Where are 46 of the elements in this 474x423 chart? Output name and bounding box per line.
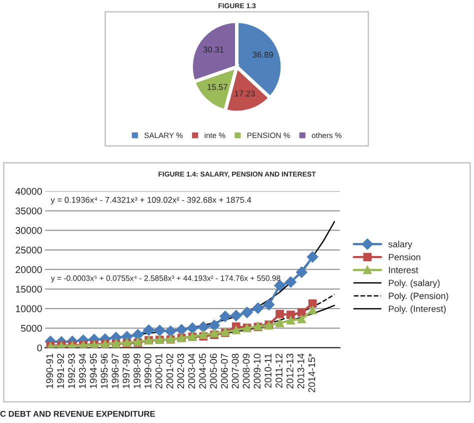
y-tick-label: 35000 [16, 207, 42, 214]
x-tick-label: 2008-09 [242, 354, 250, 388]
y-tick-label: 0 [37, 344, 42, 352]
data-label: 30.31 [203, 46, 224, 53]
x-tick-label: 2005-06 [210, 354, 217, 388]
x-tick-label: 1992-93 [68, 354, 75, 388]
x-tick-label: 2001-02 [166, 354, 174, 388]
x-tick-label: 2009-10 [254, 354, 261, 388]
x-tick-label: 1993-94 [78, 354, 86, 388]
x-tick-label: 2000-01 [155, 354, 162, 388]
x-tick-label: 1999-00 [144, 354, 152, 388]
y-tick-label: 5000 [21, 324, 42, 332]
x-tick-label: 2007-08 [232, 354, 239, 388]
x-tick-label: 2004-05 [199, 354, 206, 388]
x-tick-label: 2014-15* [308, 353, 316, 392]
y-tick-label: 40000 [15, 188, 42, 195]
x-tick-label: 2003-04 [188, 354, 196, 388]
y-tick-label: 30000 [16, 227, 42, 234]
legend-label: Interest [389, 266, 418, 274]
x-tick-label: 2012-13 [286, 354, 294, 388]
y-tick-label: 20000 [16, 266, 42, 274]
y-tick-label: 15000 [16, 286, 42, 293]
x-tick-label: 2013-14 [297, 354, 304, 388]
x-tick-label: 2006-07 [220, 354, 228, 388]
y-tick-label: 10000 [16, 305, 42, 312]
x-tick-label: 1995-96 [100, 354, 108, 388]
text: C DEBT AND REVENUE EXPENDITURE [0, 410, 155, 417]
y-tick-label: 25000 [16, 246, 42, 254]
x-tick-label: 2011-12 [276, 354, 282, 388]
x-tick-label: 1991-92 [57, 354, 64, 388]
x-tick-label: 1994-95 [90, 354, 97, 388]
x-tick-label: 2010-11 [264, 354, 272, 388]
legend-label: Poly. (salary) [388, 280, 440, 288]
x-tick-label: 2002-03 [177, 354, 184, 388]
data-label: 36.89 [252, 52, 273, 58]
data-label: 17.23 [234, 90, 255, 96]
legend-label: Poly. (Pension) [388, 292, 448, 301]
legend-label: Pension [388, 254, 420, 260]
legend-label: salary [388, 240, 412, 250]
data-label: 15.57 [208, 84, 228, 90]
x-tick-label: 1996-97 [112, 354, 119, 388]
x-tick-label: 1998-99 [134, 354, 140, 388]
annotation: y = 0.1936x⁴ - 7.4321x³ + 109.02x² - 392.68x + 1875.4 [50, 196, 252, 204]
legend-label: Poly. (Interest) [388, 305, 446, 314]
x-tick-label: 1997-98 [122, 354, 130, 388]
x-tick-label: 1990-91 [46, 354, 54, 388]
